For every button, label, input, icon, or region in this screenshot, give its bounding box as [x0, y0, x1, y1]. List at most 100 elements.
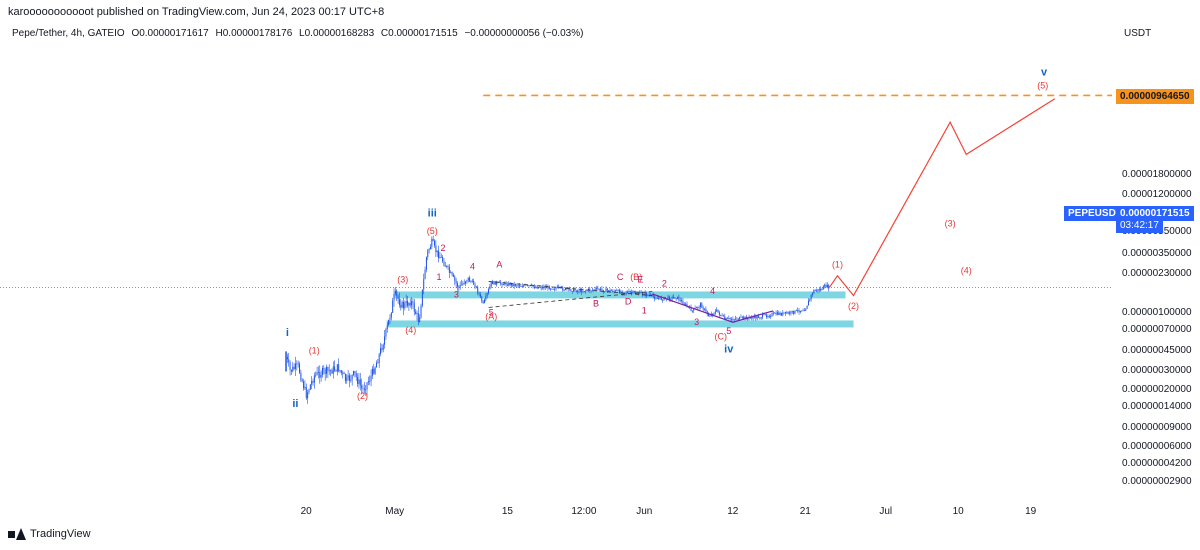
candle-body	[338, 364, 340, 372]
candle-body	[481, 296, 483, 302]
price-tick: 0.00000230000	[1122, 267, 1192, 279]
candle-body	[335, 370, 337, 372]
header-bar: karooooooooooot published on TradingView…	[0, 0, 1200, 22]
candle-body	[340, 370, 342, 373]
candle-body	[645, 292, 647, 296]
time-tick: 21	[799, 506, 811, 517]
candle-body	[401, 301, 403, 308]
candle-body	[331, 370, 333, 374]
candle-body	[475, 286, 477, 288]
candle-body	[743, 316, 745, 319]
candle-body	[521, 286, 523, 287]
candle-body	[370, 375, 372, 382]
bar-countdown-tag: 03:42:17	[1116, 218, 1163, 233]
candle-body	[705, 308, 707, 312]
candle-body	[627, 291, 629, 293]
candle-body	[575, 290, 577, 292]
time-tick: 12	[727, 506, 739, 517]
candle-body	[772, 312, 774, 314]
candle-body	[699, 303, 701, 307]
candle-body	[374, 367, 376, 374]
candle-body	[828, 285, 830, 289]
candle-body	[408, 302, 410, 306]
projection-path[interactable]	[828, 98, 1056, 297]
candle-body	[668, 296, 670, 300]
time-axis[interactable]: 20 May 15 12:00 Jun 12 21 Jul 10 19	[0, 500, 1112, 530]
candle-body	[822, 286, 824, 290]
candle-body	[435, 245, 437, 253]
candle-body	[724, 316, 726, 320]
candle-body	[439, 257, 441, 259]
time-tick: 19	[1025, 506, 1037, 517]
candle-body	[562, 287, 564, 291]
candle-body	[702, 307, 704, 310]
candle-body	[512, 283, 514, 287]
candle-body	[807, 300, 809, 306]
high-value: H0.00000178176	[215, 28, 293, 39]
candle-body	[737, 319, 739, 321]
candle-body	[717, 309, 719, 313]
candle-body	[606, 288, 608, 291]
candle-body	[569, 287, 571, 290]
candle-body	[704, 308, 706, 310]
candle-body	[795, 310, 797, 311]
candle-body	[517, 285, 519, 287]
wave-label: (2)	[357, 391, 368, 401]
candle-body	[531, 285, 533, 287]
price-tick: 0.00001800000	[1122, 169, 1192, 181]
candle-body	[821, 289, 823, 290]
candle-body	[554, 288, 556, 290]
candle-body	[393, 293, 395, 301]
candle-body	[365, 389, 367, 391]
candle-body	[477, 287, 479, 293]
candle-body	[570, 289, 572, 292]
candle-body	[535, 286, 537, 288]
candle-body	[467, 277, 469, 281]
candle-body	[451, 272, 453, 275]
candle-body	[806, 305, 808, 309]
candle-body	[290, 369, 292, 372]
candle-body	[814, 290, 816, 291]
candle-body	[452, 274, 454, 277]
candle-body	[436, 250, 438, 253]
support-band-2[interactable]	[386, 320, 854, 328]
candle-body	[447, 265, 449, 268]
candle-body	[324, 369, 326, 374]
candle-body	[790, 311, 792, 314]
support-band-1[interactable]	[394, 291, 846, 299]
candle-body	[330, 370, 332, 372]
candle-body	[394, 290, 396, 294]
wave-label: 1	[436, 272, 441, 282]
candle-body	[367, 381, 369, 383]
candle-body	[407, 301, 409, 306]
candle-body	[405, 301, 407, 304]
candle-body	[347, 375, 349, 378]
candle-body	[766, 314, 768, 318]
symbol-title[interactable]: Pepe/Tether, 4h, GATEIO	[12, 28, 125, 39]
candle-body	[319, 371, 321, 378]
candle-body	[716, 309, 718, 312]
candle-body	[297, 363, 299, 365]
candle-body	[446, 265, 448, 267]
candle-body	[440, 257, 442, 258]
candle-body	[342, 372, 344, 374]
candle-body	[389, 317, 391, 320]
tradingview-logo-icon	[8, 528, 26, 540]
candle-body	[506, 284, 508, 286]
time-tick: 15	[501, 506, 513, 517]
candle-body	[564, 287, 566, 290]
candles[interactable]	[285, 235, 830, 404]
price-tick: 0.00000045000	[1122, 345, 1192, 357]
footer-brand[interactable]: TradingView	[8, 528, 91, 540]
candle-body	[720, 314, 722, 316]
candle-body	[529, 285, 531, 287]
candle-body	[690, 306, 692, 312]
candle-body	[363, 388, 365, 390]
candle-body	[798, 310, 800, 313]
candle-body	[424, 269, 426, 280]
candle-body	[431, 239, 433, 247]
candle-body	[548, 286, 550, 290]
candle-body	[571, 291, 573, 292]
wave-label: E	[637, 275, 643, 285]
